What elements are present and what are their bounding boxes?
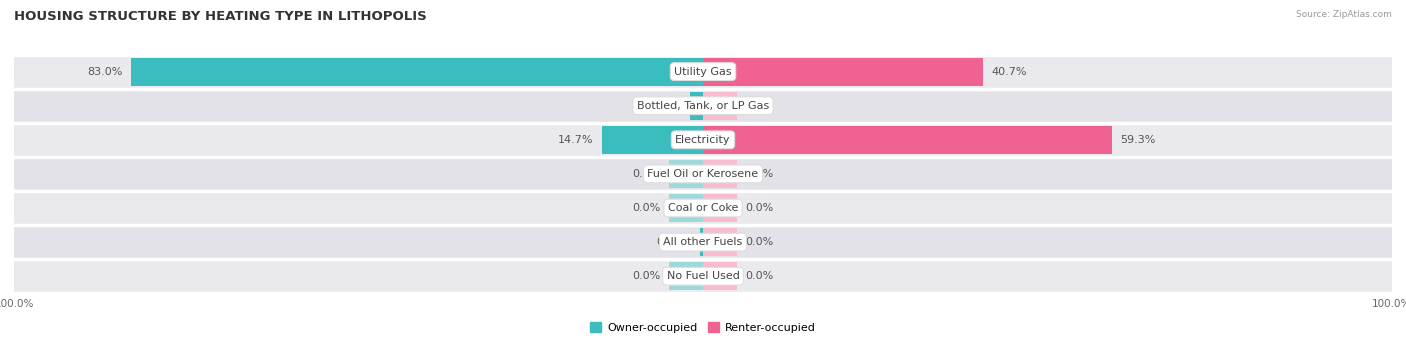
Text: 0.0%: 0.0% xyxy=(745,101,773,111)
Bar xyxy=(703,194,738,222)
Text: All other Fuels: All other Fuels xyxy=(664,237,742,247)
Text: 14.7%: 14.7% xyxy=(558,135,593,145)
Bar xyxy=(703,262,738,290)
Bar xyxy=(690,92,703,120)
Text: Coal or Coke: Coal or Coke xyxy=(668,203,738,213)
Text: Utility Gas: Utility Gas xyxy=(675,66,731,77)
Bar xyxy=(669,160,703,188)
Bar xyxy=(602,126,703,154)
Text: 40.7%: 40.7% xyxy=(991,66,1028,77)
Bar xyxy=(14,225,1392,259)
Bar xyxy=(14,191,1392,225)
Text: Source: ZipAtlas.com: Source: ZipAtlas.com xyxy=(1296,10,1392,19)
Text: No Fuel Used: No Fuel Used xyxy=(666,271,740,281)
Bar xyxy=(703,228,738,256)
Text: 0.41%: 0.41% xyxy=(657,237,692,247)
Text: 0.0%: 0.0% xyxy=(633,271,661,281)
Bar xyxy=(14,123,1392,157)
Text: 0.0%: 0.0% xyxy=(745,237,773,247)
Text: 0.0%: 0.0% xyxy=(633,169,661,179)
Bar xyxy=(14,157,1392,191)
Bar xyxy=(703,160,738,188)
Legend: Owner-occupied, Renter-occupied: Owner-occupied, Renter-occupied xyxy=(586,318,820,337)
Text: 0.0%: 0.0% xyxy=(745,169,773,179)
Text: Bottled, Tank, or LP Gas: Bottled, Tank, or LP Gas xyxy=(637,101,769,111)
Text: 0.0%: 0.0% xyxy=(745,203,773,213)
Bar xyxy=(14,55,1392,89)
Bar xyxy=(669,194,703,222)
Text: 1.9%: 1.9% xyxy=(654,101,682,111)
Bar xyxy=(131,58,703,86)
Text: HOUSING STRUCTURE BY HEATING TYPE IN LITHOPOLIS: HOUSING STRUCTURE BY HEATING TYPE IN LIT… xyxy=(14,10,427,23)
Bar xyxy=(703,92,738,120)
Text: 0.0%: 0.0% xyxy=(745,271,773,281)
Bar xyxy=(14,89,1392,123)
Bar xyxy=(14,259,1392,293)
Bar xyxy=(703,58,983,86)
Text: Electricity: Electricity xyxy=(675,135,731,145)
Text: 83.0%: 83.0% xyxy=(87,66,122,77)
Bar xyxy=(669,262,703,290)
Text: 0.0%: 0.0% xyxy=(633,203,661,213)
Text: Fuel Oil or Kerosene: Fuel Oil or Kerosene xyxy=(647,169,759,179)
Bar xyxy=(700,228,703,256)
Text: 59.3%: 59.3% xyxy=(1119,135,1156,145)
Bar xyxy=(703,126,1112,154)
